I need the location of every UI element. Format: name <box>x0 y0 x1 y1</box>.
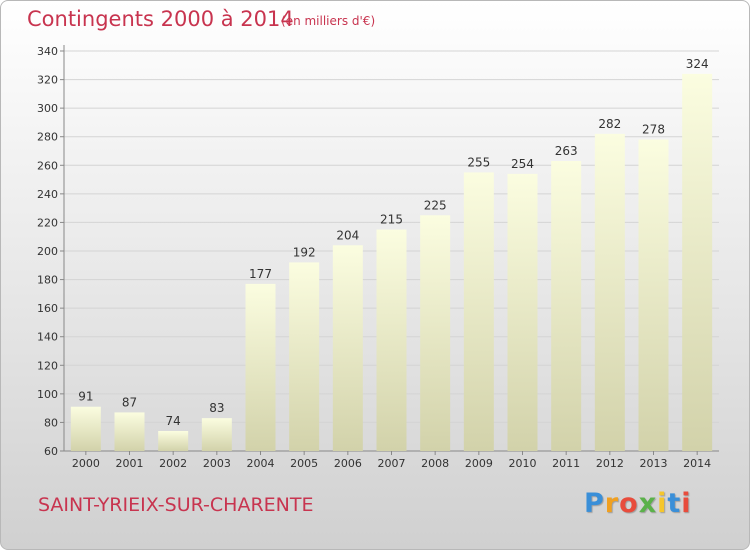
x-tick-label: 2002 <box>159 457 187 470</box>
bar <box>289 262 320 451</box>
bar-value-label: 83 <box>209 401 224 415</box>
x-tick-label: 2011 <box>552 457 580 470</box>
y-tick-label: 320 <box>37 74 58 87</box>
y-tick-label: 280 <box>37 131 58 144</box>
bar-value-label: 263 <box>555 144 578 158</box>
x-tick-label: 2007 <box>378 457 406 470</box>
x-tick-label: 2009 <box>465 457 493 470</box>
bar-value-label: 254 <box>511 157 534 171</box>
y-tick-label: 200 <box>37 245 58 258</box>
proxiti-logo: Proxiti <box>584 488 692 519</box>
x-tick-label: 2006 <box>334 457 362 470</box>
y-tick-label: 80 <box>44 416 58 429</box>
labels: 60 80 100 120 140 160 180 200 220 240 260 280 300 320… <box>37 45 711 470</box>
logo-letter: o <box>619 488 639 519</box>
x-tick-label: 2013 <box>640 457 668 470</box>
x-tick-label: 2004 <box>247 457 275 470</box>
y-tick-label: 160 <box>37 302 58 315</box>
x-tick-label: 2001 <box>116 457 144 470</box>
bars <box>70 73 713 452</box>
bar <box>638 139 669 452</box>
y-tick-label: 100 <box>37 388 58 401</box>
bar-value-label: 204 <box>336 228 359 242</box>
logo-letter: t <box>667 488 682 519</box>
bar-value-label: 278 <box>642 123 665 137</box>
x-tick-label: 2012 <box>596 457 624 470</box>
bar <box>201 418 232 451</box>
bar <box>551 161 582 451</box>
bar-value-label: 215 <box>380 213 403 227</box>
bar-value-label: 91 <box>78 390 93 404</box>
bar <box>594 133 625 451</box>
bar-value-label: 192 <box>293 245 316 259</box>
bar-value-label: 282 <box>598 117 621 131</box>
y-tick-label: 220 <box>37 216 58 229</box>
commune-name: SAINT-YRIEIX-SUR-CHARENTE <box>38 494 314 516</box>
logo-letter: r <box>604 488 620 519</box>
x-tick-label: 2008 <box>421 457 449 470</box>
chart-subtitle: (en milliers d'€) <box>281 14 376 28</box>
logo-letter: i <box>657 488 668 519</box>
logo-letter: P <box>584 488 605 519</box>
x-tick-label: 2005 <box>290 457 318 470</box>
y-tick-label: 60 <box>44 445 58 458</box>
x-tick-label: 2003 <box>203 457 231 470</box>
bar <box>245 283 276 451</box>
y-tick-label: 340 <box>37 45 58 58</box>
bar <box>507 173 538 451</box>
logo-letter: x <box>638 488 658 519</box>
bar <box>376 229 407 451</box>
bar <box>420 215 451 451</box>
bar <box>70 406 101 451</box>
bar <box>463 172 494 451</box>
bar <box>332 245 363 451</box>
bar-value-label: 324 <box>686 57 709 71</box>
bar <box>158 431 189 451</box>
y-tick-label: 300 <box>37 102 58 115</box>
bar-value-label: 255 <box>467 155 490 169</box>
bar-value-label: 177 <box>249 267 272 281</box>
x-tick-label: 2010 <box>509 457 537 470</box>
bar-value-label: 74 <box>166 414 181 428</box>
chart-title: Contingents 2000 à 2014 <box>27 7 294 31</box>
bar <box>682 73 713 451</box>
y-tick-label: 140 <box>37 331 58 344</box>
logo-letter: i <box>681 488 692 519</box>
bar-value-label: 225 <box>424 198 447 212</box>
y-tick-label: 120 <box>37 359 58 372</box>
bar <box>114 412 145 451</box>
x-tick-label: 2014 <box>683 457 711 470</box>
bar-value-label: 87 <box>122 395 137 409</box>
y-tick-label: 260 <box>37 159 58 172</box>
y-tick-label: 240 <box>37 188 58 201</box>
y-tick-label: 180 <box>37 274 58 287</box>
x-tick-label: 2000 <box>72 457 100 470</box>
